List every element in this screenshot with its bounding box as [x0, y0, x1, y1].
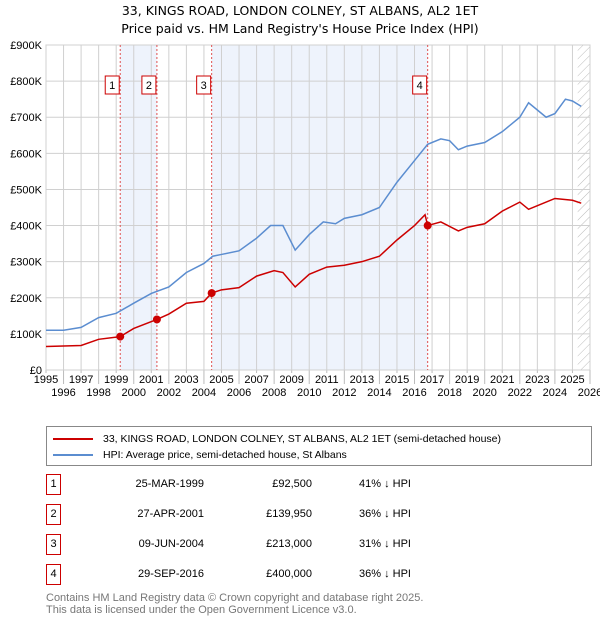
sale-price: £92,500	[272, 478, 312, 490]
series-line-property	[45, 197, 582, 348]
forecast-hatch	[577, 45, 590, 370]
x-tick-label: 2021	[490, 374, 514, 386]
x-tick-label: 2023	[525, 374, 549, 386]
x-tick-label: 2025	[560, 374, 584, 386]
x-tick-label: 2004	[192, 387, 216, 399]
sale-number-badge: 3	[46, 534, 61, 555]
table-row: 3 09-JUN-2004 £213,000 31% ↓ HPI	[46, 534, 546, 555]
sale-label-box	[196, 75, 212, 95]
sale-point	[423, 221, 432, 230]
table-row: 4 29-SEP-2016 £400,000 36% ↓ HPI	[46, 564, 546, 585]
sale-date: 09-JUN-2004	[138, 538, 204, 550]
shaded-period	[211, 45, 428, 370]
x-tick-label: 1996	[51, 387, 75, 399]
plot-area: 1995199619971998199920002001200220032004…	[10, 40, 600, 399]
x-tick-label: 2007	[244, 374, 268, 386]
x-tick-label: 2024	[543, 387, 567, 399]
footer: Contains HM Land Registry data © Crown c…	[46, 592, 423, 616]
table-row: 1 25-MAR-1999 £92,500 41% ↓ HPI	[46, 474, 546, 495]
x-tick-label: 2019	[455, 374, 479, 386]
x-tick-label: 2003	[174, 374, 198, 386]
x-tick-label: 2002	[157, 387, 181, 399]
y-tick-label: £700K	[10, 112, 42, 124]
legend: 33, KINGS ROAD, LONDON COLNEY, ST ALBANS…	[46, 426, 592, 466]
x-tick-label: 2011	[315, 374, 339, 386]
table-row: 2 27-APR-2001 £139,950 36% ↓ HPI	[46, 504, 546, 525]
sale-point	[116, 332, 125, 341]
y-tick-label: £900K	[10, 40, 42, 52]
x-tick-label: 2022	[508, 387, 532, 399]
x-tick-label: 2009	[279, 374, 303, 386]
x-tick-label: 2006	[227, 387, 251, 399]
chart-subtitle: Price paid vs. HM Land Registry's House …	[121, 21, 479, 36]
x-tick-label: 2014	[367, 387, 391, 399]
x-tick-label: 2000	[121, 387, 145, 399]
sale-label: 3	[201, 80, 207, 92]
sale-number-badge: 4	[46, 564, 61, 585]
sale-label-box	[104, 75, 120, 95]
y-tick-label: £800K	[10, 76, 42, 88]
x-tick-label: 2026	[578, 387, 600, 399]
sale-point	[207, 289, 216, 298]
x-tick-label: 2010	[297, 387, 321, 399]
sale-hpi-diff: 36% ↓ HPI	[359, 568, 411, 580]
x-tick-label: 2018	[437, 387, 461, 399]
sale-price: £400,000	[266, 568, 312, 580]
y-tick-label: £300K	[10, 257, 42, 269]
x-tick-label: 2012	[332, 387, 356, 399]
x-tick-label: 2020	[472, 387, 496, 399]
x-tick-label: 2016	[402, 387, 426, 399]
x-tick-label: 2001	[139, 374, 163, 386]
footer-line-2: This data is licensed under the Open Gov…	[46, 604, 357, 616]
legend-swatch-hpi	[53, 454, 93, 456]
legend-label-hpi: HPI: Average price, semi-detached house,…	[103, 449, 347, 461]
sale-price: £139,950	[266, 508, 312, 520]
sale-label: 4	[417, 80, 423, 92]
y-tick-label: £600K	[10, 148, 42, 160]
sale-label-box	[412, 75, 428, 95]
sale-number-badge: 1	[46, 474, 61, 495]
x-tick-label: 2017	[420, 374, 444, 386]
sale-label-box	[141, 75, 157, 95]
sale-point	[152, 315, 161, 324]
y-tick-label: £100K	[10, 329, 42, 341]
sale-date: 29-SEP-2016	[137, 568, 204, 580]
x-tick-label: 1995	[34, 374, 58, 386]
footer-line-1: Contains HM Land Registry data © Crown c…	[46, 592, 424, 604]
sale-date: 25-MAR-1999	[135, 478, 204, 490]
sale-number-badge: 2	[46, 504, 61, 525]
x-tick-label: 1997	[69, 374, 93, 386]
y-tick-label: £500K	[10, 184, 42, 196]
chart-title: 33, KINGS ROAD, LONDON COLNEY, ST ALBANS…	[121, 3, 479, 18]
y-tick-label: £400K	[10, 221, 42, 233]
x-tick-label: 1998	[86, 387, 110, 399]
series-line-hpi	[46, 98, 582, 332]
x-tick-label: 2015	[385, 374, 409, 386]
sale-label: 1	[109, 80, 115, 92]
x-tick-label: 2013	[350, 374, 374, 386]
y-tick-label: £0	[30, 365, 42, 377]
sale-label: 2	[146, 80, 152, 92]
x-tick-label: 1999	[104, 374, 128, 386]
sale-hpi-diff: 31% ↓ HPI	[359, 538, 411, 550]
legend-swatch-property	[53, 438, 93, 440]
sale-hpi-diff: 36% ↓ HPI	[359, 508, 411, 520]
sale-date: 27-APR-2001	[137, 508, 204, 520]
x-tick-label: 2005	[209, 374, 233, 386]
sale-hpi-diff: 41% ↓ HPI	[359, 478, 411, 490]
sale-price: £213,000	[266, 538, 312, 550]
y-tick-label: £200K	[10, 293, 42, 305]
x-tick-label: 2008	[262, 387, 286, 399]
legend-label-property: 33, KINGS ROAD, LONDON COLNEY, ST ALBANS…	[103, 433, 502, 445]
